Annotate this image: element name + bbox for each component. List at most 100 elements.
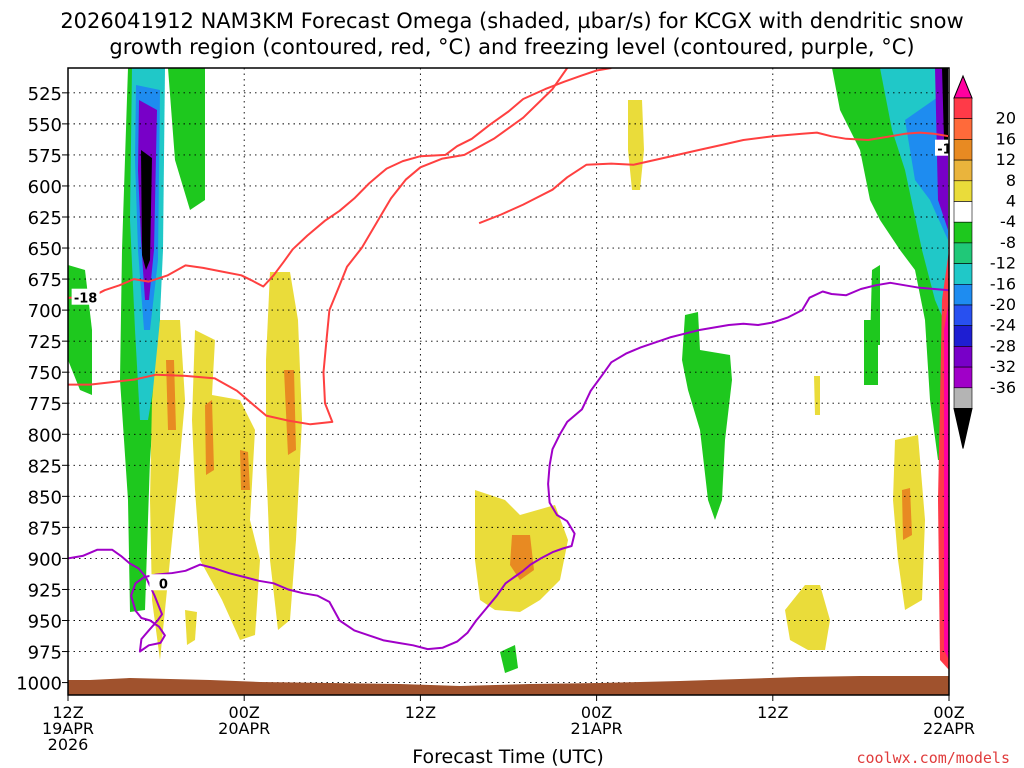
colorbar-swatch bbox=[953, 346, 973, 368]
x-tick-label: 21APR bbox=[571, 719, 623, 738]
y-tick-label: 625 bbox=[28, 208, 62, 229]
colorbar-label: -24 bbox=[990, 316, 1016, 335]
colorbar-label: -36 bbox=[990, 378, 1016, 397]
y-tick-label: 925 bbox=[28, 580, 62, 601]
contour-label-bg bbox=[935, 139, 949, 156]
y-tick-label: 550 bbox=[28, 115, 62, 136]
x-axis-title: Forecast Time (UTC) bbox=[412, 746, 603, 768]
y-tick-label: 750 bbox=[28, 363, 62, 384]
y-tick-label: 900 bbox=[28, 549, 62, 570]
y-tick-label: 600 bbox=[28, 177, 62, 198]
omega-rising-9 bbox=[185, 610, 197, 645]
colorbar-swatch bbox=[953, 242, 973, 264]
omega-core-1 bbox=[166, 360, 176, 430]
y-tick-label: 875 bbox=[28, 518, 62, 539]
colorbar-swatch bbox=[953, 366, 973, 389]
colorbar-label: 8 bbox=[1006, 171, 1016, 190]
colorbar-swatch bbox=[953, 118, 973, 140]
plot-frame bbox=[67, 67, 950, 696]
colorbar-label: -28 bbox=[990, 336, 1016, 355]
colorbar-label: -16 bbox=[990, 274, 1016, 293]
x-tick-label: 00Z bbox=[933, 703, 964, 722]
x-tick-label: 2026 bbox=[48, 735, 89, 754]
omega-rising-8 bbox=[814, 376, 820, 415]
x-tick-label: 00Z bbox=[229, 703, 260, 722]
credit-text: coolwx.com/models bbox=[856, 749, 1010, 767]
colorbar-label: 12 bbox=[996, 150, 1016, 169]
x-tick-label: 12Z bbox=[405, 703, 436, 722]
colorbar-swatch bbox=[953, 97, 973, 120]
omega-rising-3 bbox=[266, 272, 302, 630]
omega-edge-magenta bbox=[944, 300, 949, 660]
y-tick-label: 850 bbox=[28, 487, 62, 508]
colorbar-swatch bbox=[953, 304, 973, 327]
chart-title: 2026041912 NAM3KM Forecast Omega (shaded… bbox=[60, 9, 963, 33]
gridlines bbox=[68, 68, 949, 695]
omega-blob-green-a bbox=[682, 312, 732, 520]
contour-line bbox=[68, 68, 569, 426]
omega-blob-green-d bbox=[500, 645, 518, 673]
colorbar-swatch bbox=[953, 221, 973, 244]
x-tick-label: 12Z bbox=[757, 703, 788, 722]
y-tick-label: 825 bbox=[28, 456, 62, 477]
y-tick-label: 650 bbox=[28, 239, 62, 260]
colorbar-swatch bbox=[953, 263, 973, 285]
y-tick-label: 675 bbox=[28, 270, 62, 291]
omega-column-right-black bbox=[942, 68, 948, 140]
colorbar-label: -4 bbox=[1000, 212, 1016, 231]
omega-rising-4 bbox=[628, 100, 644, 190]
colorbar-swatch bbox=[953, 139, 973, 161]
y-tick-label: 725 bbox=[28, 332, 62, 353]
contour-label: -18 bbox=[74, 292, 98, 307]
omega-core-3 bbox=[284, 370, 296, 455]
y-tick-label: 700 bbox=[28, 301, 62, 322]
y-tick-label: 1000 bbox=[16, 674, 62, 695]
colorbar-swatch bbox=[953, 180, 973, 202]
colorbar-label: -20 bbox=[990, 295, 1016, 314]
colorbar-bottom-arrow bbox=[953, 408, 973, 449]
contour-label: -12 bbox=[937, 143, 961, 158]
colorbar-swatch bbox=[953, 325, 973, 347]
y-axis: 525 550 575 600 625 650 675 700 725 750 775 800 825 8… bbox=[16, 84, 68, 695]
x-tick-label: 12Z bbox=[52, 703, 83, 722]
omega-rising-6 bbox=[785, 585, 830, 650]
contour-line bbox=[68, 68, 612, 299]
colorbar-label: 4 bbox=[1006, 192, 1016, 211]
colorbar-swatch bbox=[953, 201, 973, 223]
colorbar-label: -32 bbox=[990, 357, 1016, 376]
colorbar-label: -12 bbox=[990, 254, 1016, 273]
y-tick-label: 975 bbox=[28, 643, 62, 664]
x-tick-label: 22APR bbox=[923, 719, 975, 738]
x-tick-label: 19APR bbox=[42, 719, 94, 738]
contour-layer: -12 -18 0 bbox=[68, 68, 961, 653]
y-tick-label: 575 bbox=[28, 146, 62, 167]
y-tick-label: 775 bbox=[28, 394, 62, 415]
colorbar-label: 16 bbox=[996, 129, 1016, 148]
contour-label-bg bbox=[149, 574, 178, 591]
colorbar-label: -8 bbox=[1000, 233, 1016, 252]
contour-label: 0 bbox=[159, 577, 168, 592]
y-tick-label: 525 bbox=[28, 84, 62, 105]
contour-line bbox=[478, 131, 949, 225]
terrain-fill bbox=[68, 676, 949, 695]
colorbar-swatch bbox=[953, 283, 973, 306]
colorbar-label: 20 bbox=[996, 109, 1016, 128]
omega-core-2 bbox=[205, 400, 214, 475]
colorbar-swatch bbox=[953, 159, 973, 182]
contour-line bbox=[68, 281, 949, 653]
colorbar-top-arrow bbox=[953, 74, 973, 99]
y-tick-label: 800 bbox=[28, 425, 62, 446]
x-tick-label: 00Z bbox=[581, 703, 612, 722]
y-tick-label: 950 bbox=[28, 612, 62, 633]
contour-label-bg bbox=[71, 288, 100, 305]
omega-shading bbox=[68, 68, 949, 673]
omega-column-left-black bbox=[141, 150, 152, 270]
omega-core-6 bbox=[240, 450, 250, 490]
omega-core-4 bbox=[510, 535, 534, 580]
colorbar-swatch bbox=[953, 387, 973, 409]
chart-title-line2: growth region (contoured, red, °C) and f… bbox=[109, 35, 914, 59]
x-tick-label: 20APR bbox=[218, 719, 270, 738]
